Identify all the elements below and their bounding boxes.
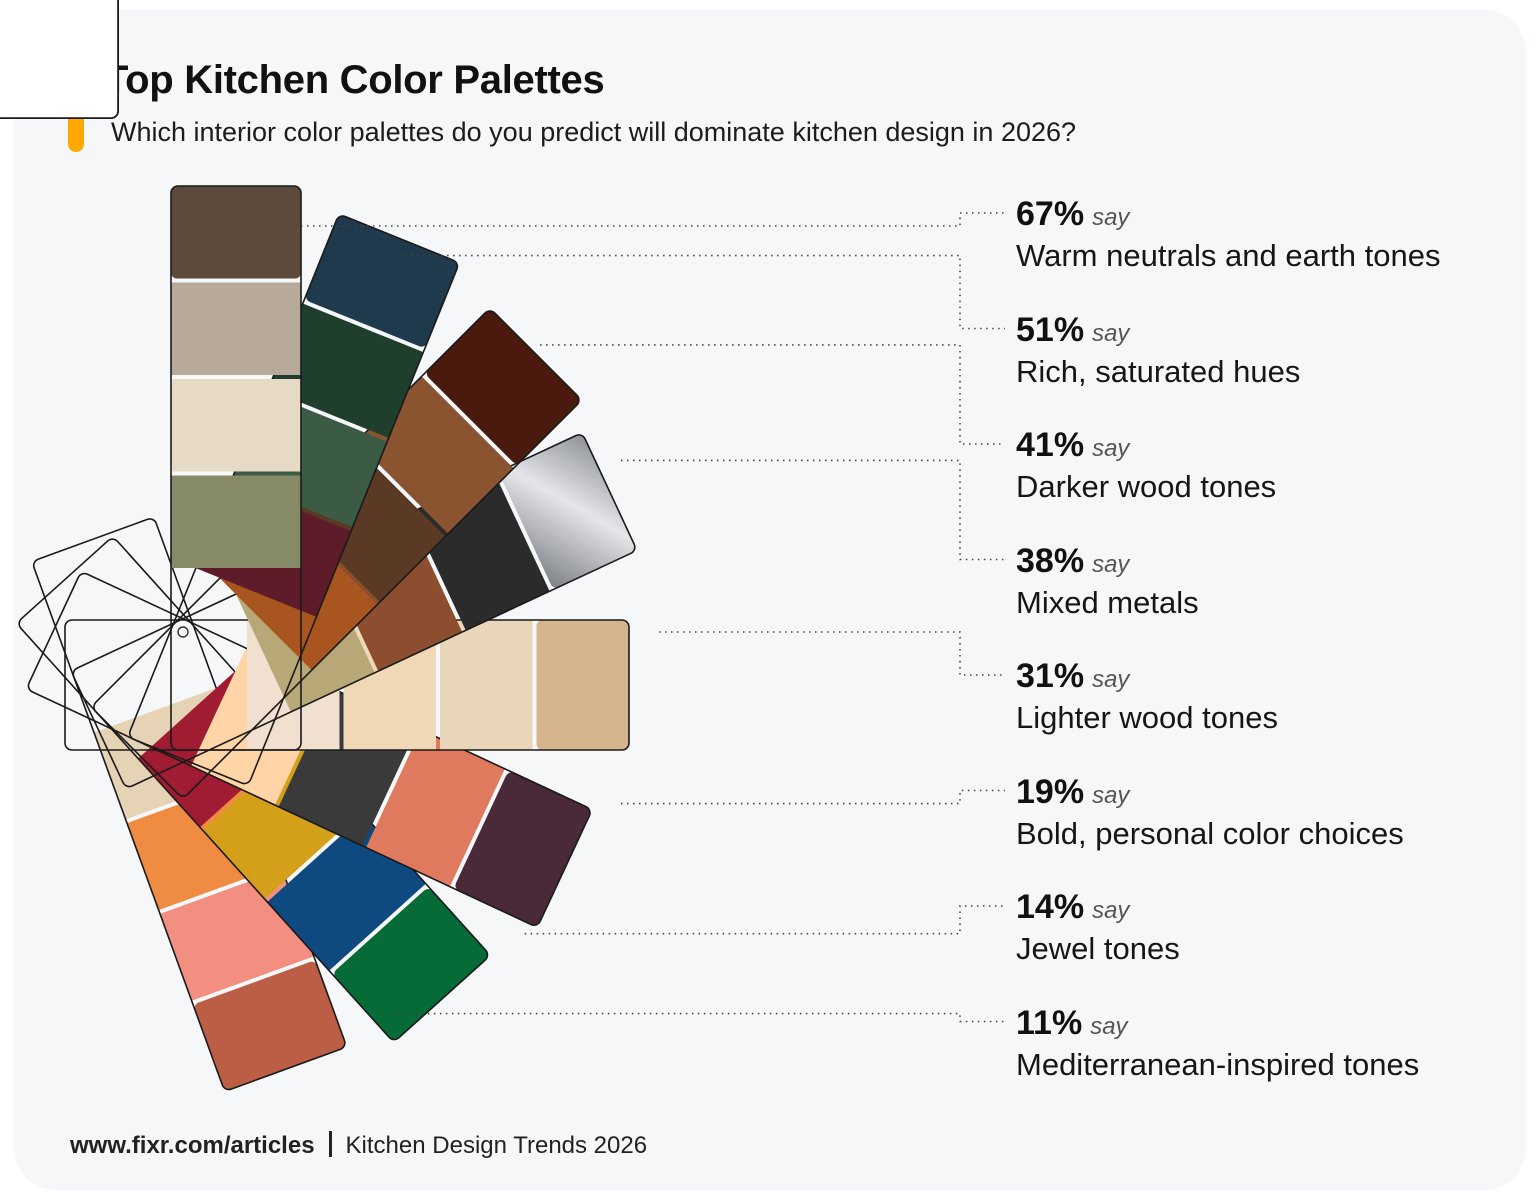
legend-entry-lighter-wood-tones: 31% say Lighter wood tones	[1016, 657, 1278, 737]
swatch-bold-personal-color-choices-1	[455, 772, 591, 926]
category-label: Bold, personal color choices	[1016, 815, 1404, 851]
value-label: 14% say	[1016, 888, 1130, 926]
legend-entry-darker-wood-tones: 41% say Darker wood tones	[1016, 426, 1276, 506]
category-label: Darker wood tones	[1016, 469, 1277, 504]
category-label: Rich, saturated hues	[1016, 353, 1301, 389]
footer-url[interactable]: www.fixr.com/articles	[70, 1132, 315, 1159]
swatch-mixed-metals-1	[500, 434, 636, 588]
footer: www.fixr.com/articles Kitchen Design Tren…	[70, 1131, 647, 1160]
value-label: 41% say	[1016, 426, 1130, 464]
swatch-rich-saturated-hues-1	[306, 215, 458, 347]
swatch-jewel-tones-1	[334, 889, 488, 1040]
swatch-lighter-wood-tones-1	[536, 620, 629, 750]
palette-strip-warm-neutrals-and-earth-tones	[170, 185, 302, 751]
swatch-warm-neutrals-and-earth-tones-4	[171, 475, 301, 568]
fan-pivot-icon	[177, 626, 189, 638]
leader-line-mixed-metals	[620, 459, 1005, 561]
swatch-warm-neutrals-and-earth-tones-2	[171, 282, 301, 375]
swatch-warm-neutrals-and-earth-tones-3	[171, 379, 301, 472]
category-label: Warm neutrals and earth tones	[1016, 238, 1441, 273]
value-label: 11% say	[1016, 1003, 1128, 1042]
swatch-mediterranean-inspired-tones-1	[194, 961, 346, 1090]
swatch-darker-wood-tones-1	[426, 310, 580, 463]
footer-separator	[328, 1131, 332, 1157]
leader-line-lighter-wood-tones	[659, 631, 1005, 676]
leader-line-bold-personal-color-choices	[620, 789, 1005, 805]
leader-line-mediterranean-inspired-tones	[391, 1012, 1005, 1023]
category-label: Lighter wood tones	[1016, 700, 1278, 735]
footer-caption: Kitchen Design Trends 2026	[345, 1132, 648, 1159]
category-label: Mediterranean-inspired tones	[1016, 1046, 1420, 1082]
swatch-warm-neutrals-and-earth-tones-1	[171, 186, 301, 279]
chart-subtitle: Which interior color palettes do you pre…	[111, 117, 1077, 147]
value-label: 38% say	[1016, 541, 1130, 580]
value-label: 19% say	[1016, 772, 1130, 811]
value-label: 67% say	[1016, 195, 1130, 233]
swatch-lighter-wood-tones-2	[440, 620, 533, 750]
chart-title: Top Kitchen Color Palettes	[104, 58, 605, 102]
legend-entry-bold-personal-color-choices: 19% say Bold, personal color choices	[1016, 773, 1404, 853]
leader-line-rich-saturated-hues	[405, 254, 1005, 330]
swatch-bold-personal-color-choices-2	[366, 729, 505, 887]
legend-entry-warm-neutrals-and-earth-tones: 67% say Warm neutrals and earth tones	[1016, 195, 1440, 275]
legend-entry-jewel-tones: 14% say Jewel tones	[1016, 888, 1180, 968]
category-label: Jewel tones	[1016, 931, 1180, 966]
value-label: 51% say	[1016, 310, 1130, 349]
swatch-rich-saturated-hues-2	[268, 303, 424, 438]
leader-line-darker-wood-tones	[540, 344, 1005, 445]
legend-entry-mediterranean-inspired-tones: 11% say Mediterranean-inspired tones	[1016, 1004, 1419, 1084]
legend-entry-rich-saturated-hues: 51% say Rich, saturated hues	[1016, 311, 1300, 391]
value-label: 31% say	[1016, 657, 1130, 695]
legend-entry-mixed-metals: 38% say Mixed metals	[1016, 542, 1199, 622]
leader-line-jewel-tones	[524, 905, 1005, 935]
category-label: Mixed metals	[1016, 584, 1199, 620]
